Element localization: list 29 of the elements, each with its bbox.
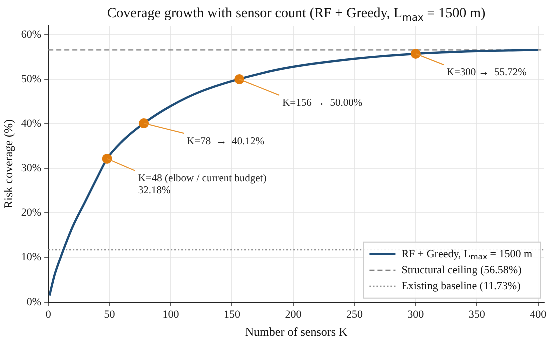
point (102, 154, 112, 164)
y-tick-label: 10% (21, 252, 42, 264)
annotation: K=156 → 50.00% (282, 98, 363, 110)
legend-label: Existing baseline (11.73%) (402, 280, 522, 292)
legend-label: Structural ceiling (56.58%) (402, 264, 522, 276)
y-tick-label: 40% (21, 118, 42, 130)
annotation: K=48 (elbow / current budget) 32.18% (138, 174, 268, 197)
x-tick-label: 250 (346, 308, 364, 321)
y-tick-label: 20% (21, 207, 42, 220)
y-tick-label: 30% (21, 162, 42, 175)
x-tick-label: 350 (468, 308, 486, 321)
line-series (48, 49, 540, 297)
y-tick-label: 60% (21, 28, 42, 41)
y-tick-label: 0% (26, 296, 42, 308)
x-tick-label: 200 (285, 308, 302, 321)
y-axis-title: Risk coverage (%) (1, 120, 16, 209)
x-tick-label: 0 (46, 308, 52, 321)
point (410, 48, 421, 59)
x-tick-label: 300 (408, 308, 425, 321)
x-tick-label: 400 (530, 308, 548, 321)
annotation: K=300 → 55.72% (446, 68, 528, 79)
x-tick-label: 50 (104, 308, 116, 321)
x-axis-title: Number of sensors K (245, 324, 348, 339)
annotation: K=78 → 40.12% (187, 136, 265, 148)
y-tick-label: 50% (21, 73, 42, 86)
x-tick-label: 100 (162, 308, 180, 321)
x-tick-label: 150 (224, 308, 241, 321)
point (139, 118, 150, 129)
point (234, 74, 245, 84)
